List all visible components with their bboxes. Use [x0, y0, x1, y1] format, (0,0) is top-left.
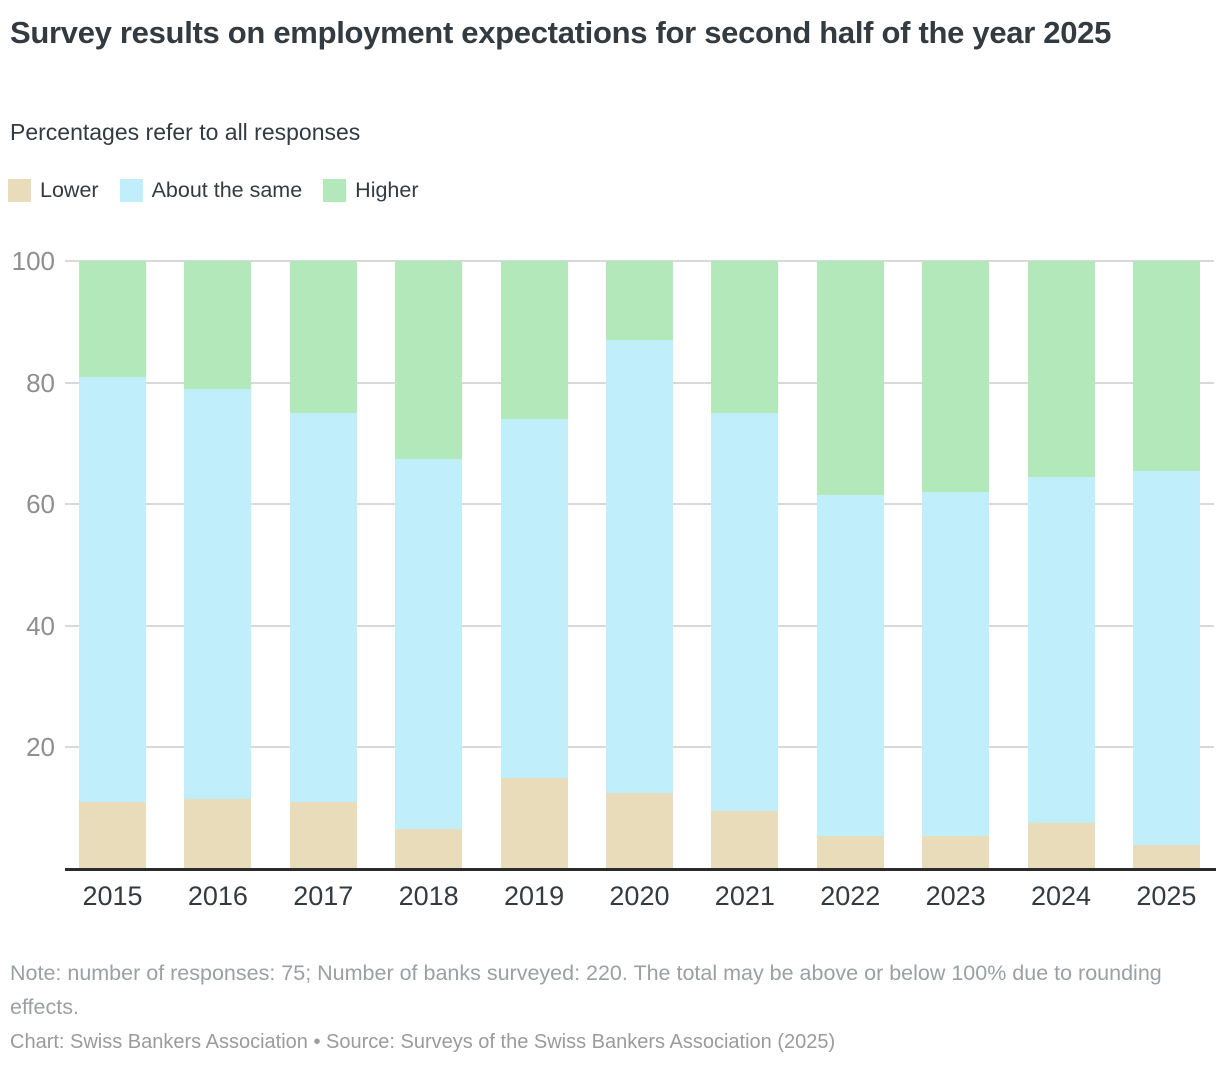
legend-item-label: Lower [40, 178, 99, 202]
legend: Lower About the same Higher [8, 178, 419, 203]
bar-segment-lower [500, 777, 568, 869]
x-axis-labels: 2015 2016 2017 2018 2019 2020 2021 2022 2023 2024… [65, 881, 1214, 912]
bars-area [65, 261, 1214, 869]
credit-text: Chart: Swiss Bankers Association • Sourc… [10, 1031, 836, 1053]
y-axis-tick-label: 100 [11, 246, 55, 276]
bar-segment-about-the-same [605, 340, 673, 793]
legend-swatch-higher [323, 179, 347, 202]
x-axis-label-2016: 2016 [187, 881, 248, 911]
x-axis-label-2025: 2025 [1136, 881, 1197, 911]
bar-segment-about-the-same [289, 413, 357, 803]
bar-2025 [1132, 261, 1200, 869]
bar-2024 [1027, 261, 1095, 869]
legend-item-label: Higher [355, 178, 419, 202]
bar-segment-about-the-same [395, 458, 463, 830]
bar-segment-lower [711, 811, 779, 869]
bar-segment-higher [500, 261, 568, 420]
bar-segment-lower [289, 802, 357, 869]
bar-segment-lower [816, 835, 884, 869]
bar-segment-higher [605, 261, 673, 341]
bar-segment-lower [184, 799, 252, 869]
x-axis-label-2019: 2019 [504, 881, 565, 911]
bar-segment-about-the-same [184, 388, 252, 800]
page-title: Survey results on employment expectation… [10, 15, 1112, 50]
x-axis-label-2024: 2024 [1030, 881, 1092, 911]
x-axis-label-2021: 2021 [714, 881, 775, 911]
x-axis-label-2018: 2018 [398, 881, 459, 911]
bar-segment-lower [395, 829, 463, 869]
bar-segment-about-the-same [1132, 470, 1200, 845]
x-axis-baseline [65, 868, 1216, 871]
bar-segment-higher [711, 261, 779, 413]
x-axis-label-2015: 2015 [82, 881, 143, 911]
bar-2018 [395, 261, 463, 869]
legend-swatch-about-the-same [119, 179, 143, 202]
x-axis-label-2022: 2022 [820, 881, 881, 911]
bar-segment-higher [79, 261, 146, 377]
bar-segment-about-the-same [816, 495, 884, 836]
bar-segment-higher [816, 261, 884, 496]
legend-swatch-lower [8, 179, 31, 202]
legend-item-about-the-same: About the same [119, 178, 303, 203]
bar-segment-about-the-same [922, 492, 990, 836]
bar-segment-about-the-same [79, 376, 146, 803]
bar-2015 [79, 261, 146, 869]
bar-segment-higher [289, 261, 357, 413]
legend-item-higher: Higher [323, 178, 419, 203]
y-axis-tick-label: 60 [26, 489, 55, 520]
legend-item-lower: Lower [8, 178, 99, 203]
bar-segment-lower [79, 802, 146, 869]
bar-segment-about-the-same [711, 413, 779, 812]
bar-segment-lower [605, 792, 673, 869]
bar-2019 [500, 261, 568, 869]
bar-segment-higher [922, 261, 990, 493]
bar-segment-lower [1027, 823, 1095, 869]
y-axis-tick-label: 80 [26, 367, 55, 398]
bar-2023 [922, 261, 990, 869]
bar-2021 [711, 261, 779, 869]
legend-item-label: About the same [151, 178, 303, 202]
bar-segment-lower [922, 835, 990, 869]
page-subtitle: Percentages refer to all responses [10, 119, 361, 145]
note-text: Note: number of responses: 75; Number of… [10, 961, 1162, 1019]
bar-segment-higher [395, 261, 463, 459]
bar-2016 [184, 261, 252, 869]
bar-2017 [289, 261, 357, 869]
x-axis-label-2020: 2020 [609, 881, 670, 911]
bar-segment-higher [1027, 261, 1095, 477]
bar-2020 [605, 261, 673, 869]
bar-segment-higher [1132, 261, 1200, 471]
x-axis-label-2017: 2017 [293, 881, 354, 911]
bar-segment-about-the-same [1027, 476, 1095, 824]
bar-segment-lower [1132, 844, 1200, 869]
bar-segment-about-the-same [500, 419, 568, 778]
y-axis-tick-label: 40 [26, 610, 55, 641]
bar-segment-higher [184, 261, 252, 389]
x-axis-label-2023: 2023 [925, 881, 986, 911]
bar-2022 [816, 261, 884, 869]
y-axis-tick-label: 20 [26, 732, 55, 763]
